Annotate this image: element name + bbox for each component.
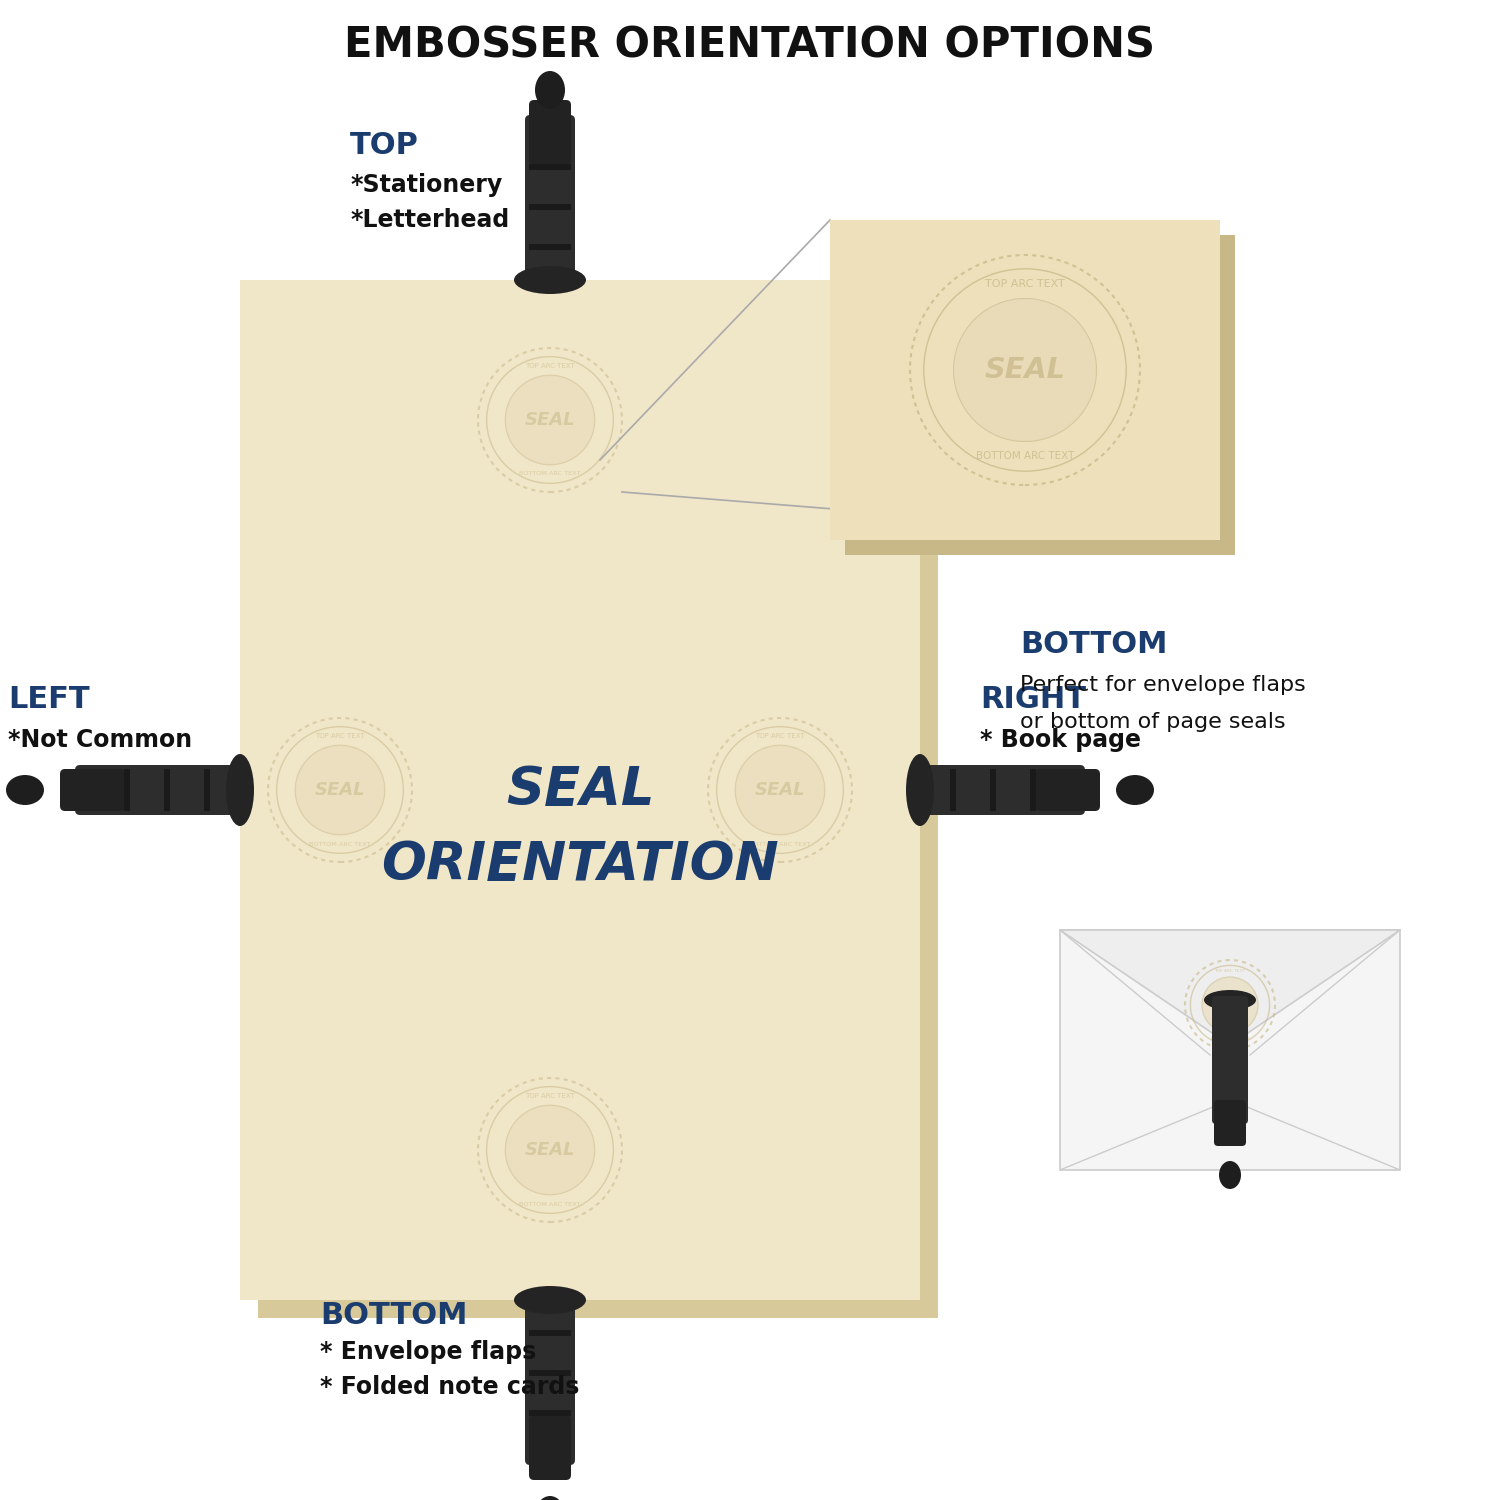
Text: EMBOSSER ORIENTATION OPTIONS: EMBOSSER ORIENTATION OPTIONS [345, 24, 1155, 66]
Text: SEAL: SEAL [506, 764, 654, 816]
Text: TOP ARC TEXT: TOP ARC TEXT [754, 734, 806, 740]
FancyBboxPatch shape [530, 1414, 572, 1480]
Circle shape [296, 746, 384, 834]
FancyBboxPatch shape [525, 1294, 574, 1466]
FancyBboxPatch shape [530, 1410, 572, 1416]
FancyBboxPatch shape [1214, 1100, 1246, 1146]
FancyBboxPatch shape [950, 770, 956, 812]
Ellipse shape [1204, 990, 1255, 1010]
Text: TOP ARC TEXT: TOP ARC TEXT [525, 1094, 574, 1100]
Text: *Not Common: *Not Common [8, 728, 192, 752]
Circle shape [506, 375, 594, 465]
Text: BOTTOM ARC TEXT: BOTTOM ARC TEXT [309, 842, 370, 846]
FancyBboxPatch shape [530, 100, 572, 165]
Text: ORIENTATION: ORIENTATION [381, 839, 778, 891]
Text: SEAL: SEAL [525, 411, 576, 429]
Ellipse shape [514, 266, 586, 294]
Text: BOTTOM ARC TEXT: BOTTOM ARC TEXT [519, 1202, 580, 1206]
FancyBboxPatch shape [530, 164, 572, 170]
Ellipse shape [536, 70, 566, 110]
Text: BOTTOM: BOTTOM [320, 1300, 468, 1329]
FancyBboxPatch shape [915, 765, 1084, 814]
Circle shape [735, 746, 825, 834]
Text: SEAL: SEAL [525, 1142, 576, 1160]
Text: * Book page: * Book page [980, 728, 1142, 752]
FancyBboxPatch shape [258, 298, 938, 1318]
Text: TOP: TOP [350, 130, 418, 159]
Text: TOP ARC TEXT: TOP ARC TEXT [1215, 969, 1245, 974]
FancyBboxPatch shape [1060, 930, 1400, 1170]
Text: BOTTOM ARC TEXT: BOTTOM ARC TEXT [1210, 1036, 1249, 1041]
Text: SEAL: SEAL [1214, 1000, 1246, 1010]
Ellipse shape [1116, 776, 1154, 806]
Text: *Letterhead: *Letterhead [350, 209, 508, 232]
Ellipse shape [514, 1286, 586, 1314]
Text: SEAL: SEAL [984, 356, 1065, 384]
FancyBboxPatch shape [1035, 770, 1100, 812]
Ellipse shape [536, 1496, 566, 1500]
Text: LEFT: LEFT [8, 686, 90, 714]
Text: BOTTOM ARC TEXT: BOTTOM ARC TEXT [750, 842, 810, 846]
Ellipse shape [1220, 1161, 1240, 1190]
Text: Perfect for envelope flaps: Perfect for envelope flaps [1020, 675, 1305, 694]
Text: *Stationery: *Stationery [350, 172, 502, 196]
Text: TOP ARC TEXT: TOP ARC TEXT [986, 279, 1065, 288]
FancyBboxPatch shape [530, 1370, 572, 1376]
Text: BOTTOM ARC TEXT: BOTTOM ARC TEXT [519, 471, 580, 477]
FancyBboxPatch shape [1030, 770, 1036, 812]
FancyBboxPatch shape [530, 204, 572, 210]
Circle shape [954, 298, 1096, 441]
FancyBboxPatch shape [75, 765, 244, 814]
Text: SEAL: SEAL [754, 782, 806, 800]
FancyBboxPatch shape [525, 116, 574, 285]
Text: RIGHT: RIGHT [980, 686, 1086, 714]
Text: BOTTOM ARC TEXT: BOTTOM ARC TEXT [976, 452, 1074, 462]
FancyBboxPatch shape [204, 770, 210, 812]
FancyBboxPatch shape [844, 236, 1234, 555]
FancyBboxPatch shape [240, 280, 919, 1300]
FancyBboxPatch shape [1212, 996, 1248, 1124]
FancyBboxPatch shape [164, 770, 170, 812]
Text: or bottom of page seals: or bottom of page seals [1020, 712, 1286, 732]
Circle shape [1202, 976, 1258, 1034]
FancyBboxPatch shape [990, 770, 996, 812]
FancyBboxPatch shape [124, 770, 130, 812]
FancyBboxPatch shape [530, 244, 572, 250]
FancyBboxPatch shape [830, 220, 1220, 540]
Ellipse shape [906, 754, 934, 826]
FancyBboxPatch shape [530, 1330, 572, 1336]
Text: BOTTOM: BOTTOM [1020, 630, 1167, 660]
Text: * Folded note cards: * Folded note cards [320, 1376, 579, 1400]
Polygon shape [1060, 930, 1400, 1046]
FancyBboxPatch shape [60, 770, 124, 812]
Text: SEAL: SEAL [315, 782, 366, 800]
Text: TOP ARC TEXT: TOP ARC TEXT [525, 363, 574, 369]
Ellipse shape [6, 776, 44, 806]
Text: TOP ARC TEXT: TOP ARC TEXT [315, 734, 364, 740]
Circle shape [506, 1106, 594, 1194]
Ellipse shape [226, 754, 254, 826]
Text: * Envelope flaps: * Envelope flaps [320, 1340, 537, 1364]
